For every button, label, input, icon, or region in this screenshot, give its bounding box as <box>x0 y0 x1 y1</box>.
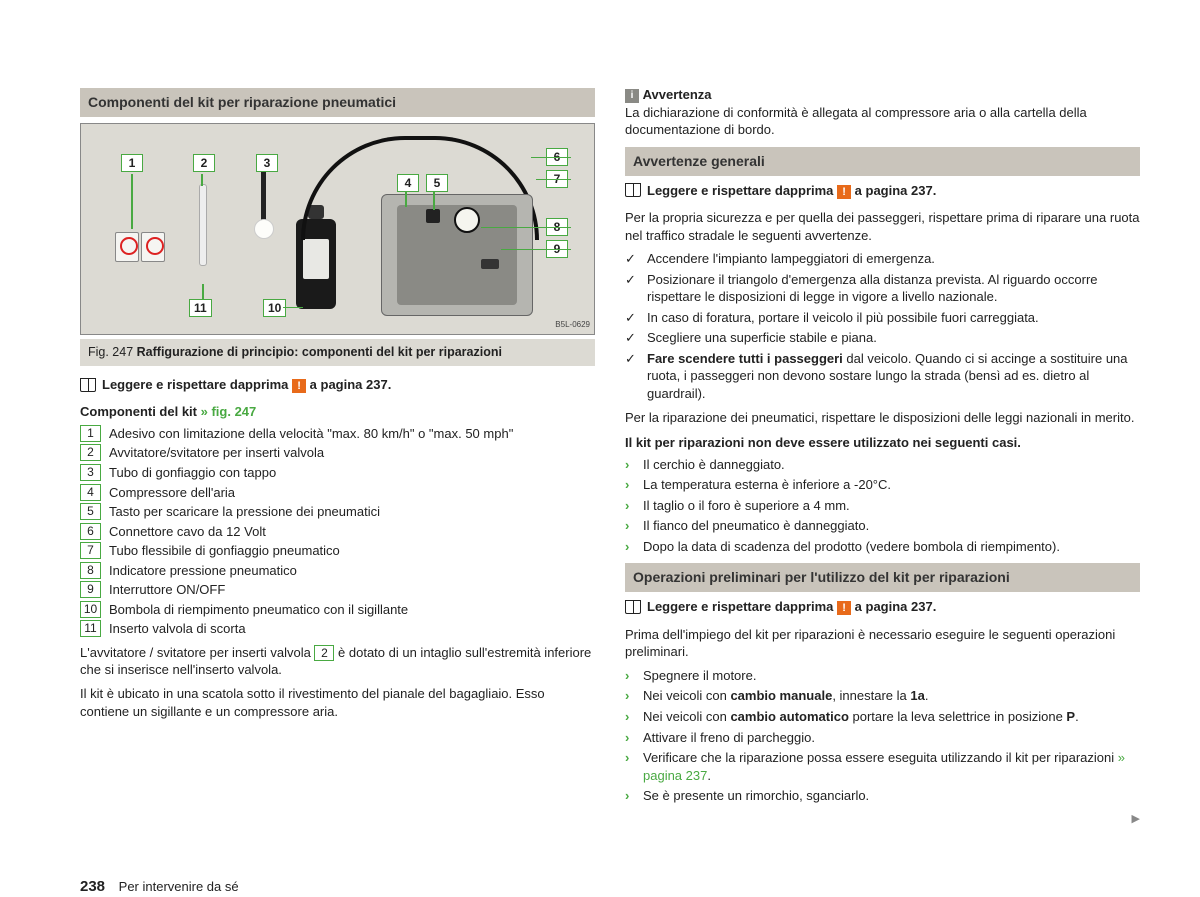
avvertenza-block: i Avvertenza La dichiarazione di conform… <box>625 86 1140 139</box>
page-number: 238 <box>80 878 105 895</box>
list-item: La temperatura esterna è inferiore a -20… <box>643 476 891 494</box>
left-column: Componenti del kit per riparazione pneum… <box>80 80 595 827</box>
list-item: Adesivo con limitazione della velocità "… <box>109 425 513 443</box>
para-kit-location: Il kit è ubicato in una scatola sotto il… <box>80 685 595 720</box>
book-icon <box>625 183 641 197</box>
warning-icon: ! <box>837 601 851 615</box>
section-heading-prelim: Operazioni preliminari per l'utilizzo de… <box>625 563 1140 592</box>
ops-list: ›Spegnere il motore. ›Nei veicoli con ca… <box>625 667 1140 805</box>
page: Componenti del kit per riparazione pneum… <box>0 0 1200 867</box>
list-item: Scegliere una superficie stabile e piana… <box>647 329 877 347</box>
read-first-line-3: Leggere e rispettare dapprima ! a pagina… <box>625 598 1140 616</box>
continue-icon: ▶ <box>1132 812 1140 827</box>
list-item: Interruttore ON/OFF <box>109 581 225 599</box>
list-item: Nei veicoli con cambio automatico portar… <box>643 708 1079 726</box>
read-first-line: Leggere e rispettare dapprima ! a pagina… <box>80 376 595 394</box>
list-item: Il cerchio è danneggiato. <box>643 456 785 474</box>
list-item: Indicatore pressione pneumatico <box>109 562 297 580</box>
list-item: Il fianco del pneumatico è danneggiato. <box>643 517 869 535</box>
figure-caption: Fig. 247 Raffigurazione di principio: co… <box>80 339 595 366</box>
list-item: Bombola di riempimento pneumatico con il… <box>109 601 408 619</box>
notuse-list: ›Il cerchio è danneggiato. ›La temperatu… <box>625 456 1140 556</box>
para-prelim: Prima dell'impiego del kit per riparazio… <box>625 626 1140 661</box>
gauge <box>454 207 480 233</box>
figure-247: 1 2 3 4 5 6 7 8 9 10 11 B5L-0629 <box>80 123 595 335</box>
para-laws: Per la riparazione dei pneumatici, rispe… <box>625 409 1140 427</box>
list-item: Connettore cavo da 12 Volt <box>109 523 266 541</box>
list-item: Tubo flessibile di gonfiaggio pneumatico <box>109 542 340 560</box>
list-item: Il taglio o il foro è superiore a 4 mm. <box>643 497 850 515</box>
page-footer: 238 Per intervenire da sé <box>0 867 1200 897</box>
read-first-line-2: Leggere e rispettare dapprima ! a pagina… <box>625 182 1140 200</box>
list-item: Fare scendere tutti i passeggeri dal vei… <box>647 350 1140 403</box>
stopper <box>254 219 274 239</box>
section-heading-components: Componenti del kit per riparazione pneum… <box>80 88 595 117</box>
para-safety: Per la propria sicurezza e per quella de… <box>625 209 1140 244</box>
figure-tag: B5L-0629 <box>555 320 590 331</box>
list-item: Verificare che la riparazione possa esse… <box>643 749 1140 784</box>
warning-icon: ! <box>292 379 306 393</box>
book-icon <box>80 378 96 392</box>
list-item: Avvitatore/svitatore per inserti valvola <box>109 444 324 462</box>
bottle-label <box>303 239 329 279</box>
list-item: Nei veicoli con cambio manuale, innestar… <box>643 687 928 705</box>
section-heading-general: Avvertenze generali <box>625 147 1140 176</box>
switch <box>481 259 499 269</box>
components-list: 1Adesivo con limitazione della velocità … <box>80 425 595 638</box>
callout-1: 1 <box>121 154 143 172</box>
notuse-head: Il kit per riparazioni non deve essere u… <box>625 434 1140 452</box>
list-item: Se è presente un rimorchio, sganciarlo. <box>643 787 869 805</box>
callout-5: 5 <box>426 174 448 192</box>
list-item: Inserto valvola di scorta <box>109 620 246 638</box>
list-item: Tasto per scaricare la pressione dei pne… <box>109 503 380 521</box>
list-item: Accendere l'impianto lampeggiatori di em… <box>647 250 935 268</box>
list-item: Spegnere il motore. <box>643 667 756 685</box>
list-item: Dopo la data di scadenza del prodotto (v… <box>643 538 1060 556</box>
sticker-2 <box>141 232 165 262</box>
callout-11: 11 <box>189 299 212 317</box>
warning-icon: ! <box>837 185 851 199</box>
list-item: Compressore dell'aria <box>109 484 235 502</box>
para-avvitatore: L'avvitatore / svitatore per inserti val… <box>80 644 595 679</box>
check-list: ✓Accendere l'impianto lampeggiatori di e… <box>625 250 1140 402</box>
list-item: Posizionare il triangolo d'emergenza all… <box>647 271 1140 306</box>
callout-2: 2 <box>193 154 215 172</box>
callout-4: 4 <box>397 174 419 192</box>
valve-tool <box>199 184 207 266</box>
release-btn <box>426 209 440 223</box>
book-icon <box>625 600 641 614</box>
info-icon: i <box>625 89 639 103</box>
components-subhead: Componenti del kit » fig. 247 <box>80 403 595 421</box>
list-item: Tubo di gonfiaggio con tappo <box>109 464 276 482</box>
right-column: i Avvertenza La dichiarazione di conform… <box>625 80 1140 827</box>
callout-3: 3 <box>256 154 278 172</box>
sticker-1 <box>115 232 139 262</box>
footer-title: Per intervenire da sé <box>119 879 239 894</box>
list-item: Attivare il freno di parcheggio. <box>643 729 815 747</box>
list-item: In caso di foratura, portare il veicolo … <box>647 309 1039 327</box>
